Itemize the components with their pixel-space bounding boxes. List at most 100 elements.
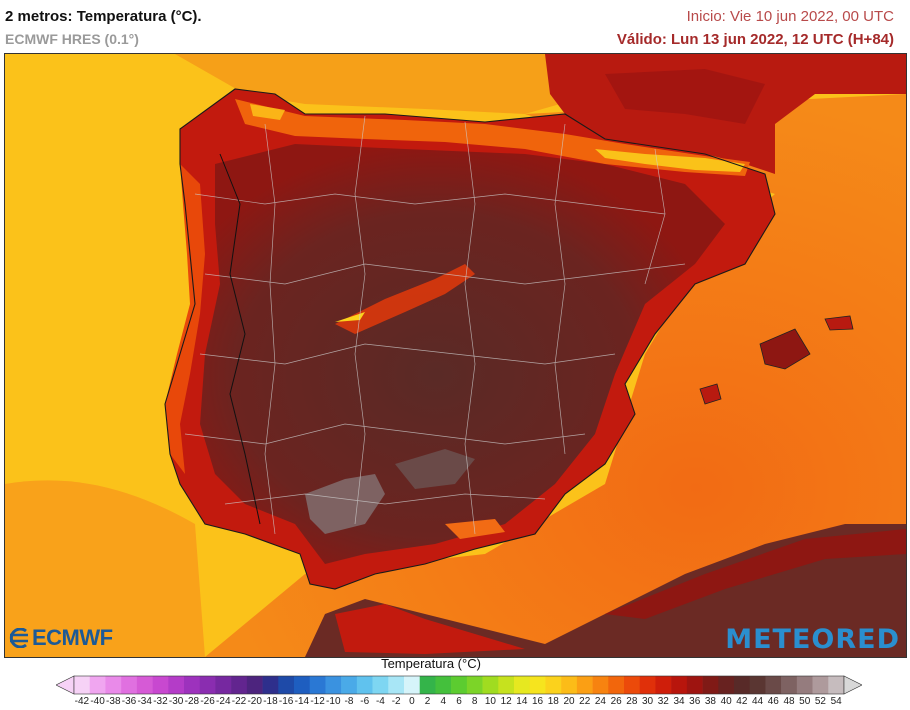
colorbar-swatch (246, 676, 263, 694)
colorbar-tick-label: -8 (344, 696, 354, 707)
colorbar-tick-label: 36 (689, 696, 701, 707)
colorbar-swatch (309, 676, 326, 694)
colorbar-tick-label: -42 (74, 696, 90, 707)
colorbar-swatch (576, 676, 593, 694)
colorbar-tick-label: -16 (278, 696, 294, 707)
colorbar-swatch (168, 676, 185, 694)
colorbar-swatch (136, 676, 153, 694)
temperature-map[interactable] (4, 53, 907, 658)
colorbar-tick-label: 0 (409, 696, 415, 707)
colorbar-swatch (74, 676, 91, 694)
colorbar-swatch (341, 676, 358, 694)
colorbar-swatch (624, 676, 641, 694)
model-label: ECMWF HRES (0.1°) (5, 31, 139, 47)
colorbar-tick-label: 50 (799, 696, 811, 707)
colorbar-tick-label: 18 (547, 696, 559, 707)
colorbar-tick-label: -32 (153, 696, 168, 707)
colorbar-swatch (796, 676, 813, 694)
colorbar-swatch (734, 676, 751, 694)
colorbar-tick-label: 44 (752, 696, 764, 707)
colorbar-tick-label: -28 (184, 696, 200, 707)
colorbar-swatch (325, 676, 342, 694)
colorbar-tick-label: -26 (200, 696, 215, 707)
menorca (824, 315, 854, 331)
colorbar-tick-label: 24 (594, 696, 606, 707)
colorbar-tick-label: 12 (500, 696, 512, 707)
colorbar-swatch (529, 676, 546, 694)
colorbar-swatch (514, 676, 531, 694)
colorbar-tick-label: 34 (673, 696, 685, 707)
colorbar-tick-label: -24 (216, 696, 231, 707)
valid-time: Válido: Lun 13 jun 2022, 12 UTC (H+84) (616, 31, 894, 48)
colorbar-swatch (498, 676, 515, 694)
portugal-coast (165, 164, 205, 474)
colorbar-swatch (435, 676, 452, 694)
colorbar-tick-label: -10 (326, 696, 341, 707)
colorbar-swatch (278, 676, 295, 694)
portugal-border (219, 153, 261, 525)
colorbar-tick-label: -12 (310, 696, 325, 707)
colorbar-swatch (215, 676, 232, 694)
ibiza (699, 383, 722, 405)
colorbar-swatch (561, 676, 578, 694)
colorbar-tick-label: 4 (440, 696, 447, 707)
meteored-logo: METEORED (725, 624, 900, 655)
colorbar-tick-label: 2 (424, 696, 431, 707)
colorbar-tick-label: -34 (137, 696, 152, 707)
colorbar-swatch (781, 676, 798, 694)
colorbar-swatch (749, 676, 766, 694)
colorbar-tick-label: 20 (563, 696, 575, 707)
colorbar-tick-label: 46 (767, 696, 779, 707)
colorbar-swatch (765, 676, 782, 694)
map-canvas (5, 54, 906, 657)
colorbar-tick-label: -38 (106, 696, 121, 707)
colorbar-swatch (419, 676, 436, 694)
colorbar-tick-label: -36 (121, 696, 137, 707)
colorbar-swatch (184, 676, 201, 694)
colorbar-tick-label: 40 (720, 696, 732, 707)
init-time: Inicio: Vie 10 jun 2022, 00 UTC (686, 8, 894, 25)
colorbar-tick-label: 54 (830, 696, 842, 707)
colorbar-swatch (231, 676, 248, 694)
sistema-central (335, 264, 475, 334)
colorbar-tick-label: 48 (783, 696, 795, 707)
colorbar-swatch (121, 676, 138, 694)
colorbar-swatch (262, 676, 279, 694)
colorbar-swatch (545, 676, 562, 694)
colorbar-tick-label: -40 (90, 696, 105, 707)
colorbar-swatch (718, 676, 735, 694)
colorbar-tick-label: -30 (168, 696, 184, 707)
colorbar-swatch (404, 676, 421, 694)
colorbar-tick-label: -2 (391, 696, 401, 707)
pyrenees-cool (595, 149, 745, 172)
colorbar-tick-label: -22 (231, 696, 247, 707)
colorbar-swatch (482, 676, 499, 694)
colorbar-swatch (655, 676, 672, 694)
colorbar-tick-label: 10 (484, 696, 496, 707)
colorbar-tick-label: 26 (610, 696, 622, 707)
colorbar-tick-label: -18 (263, 696, 278, 707)
colorbar-ticks: -42 -40 -38 -36 -34 -32 -30 -28 -26 -24 -22 -20 -18-… (0, 696, 910, 710)
province-borders (184, 115, 686, 535)
iberia-hot-interior (200, 144, 725, 564)
colorbar-swatch (686, 676, 703, 694)
colorbar-swatch (812, 676, 829, 694)
colorbar-swatch (152, 676, 169, 694)
colorbar-min-arrow (56, 675, 75, 695)
ecmwf-logo: ECMWF (4, 625, 113, 650)
colorbar-tick-label: 28 (626, 696, 638, 707)
sierra-nevada (445, 519, 505, 539)
colorbar-swatch (199, 676, 216, 694)
colorbar-tick-label: 14 (516, 696, 528, 707)
colorbar-swatch (608, 676, 625, 694)
colorbar-tick-label: 22 (579, 696, 591, 707)
colorbar-tick-label: 30 (642, 696, 654, 707)
colorbar-swatch (89, 676, 106, 694)
colorbar-swatch (105, 676, 122, 694)
colorbar-tick-label: 16 (532, 696, 544, 707)
colorbar-swatch (372, 676, 389, 694)
colorbar-swatch (639, 676, 656, 694)
colorbar-tick-label: -4 (375, 696, 385, 707)
colorbar-tick-label: 52 (814, 696, 826, 707)
colorbar-swatch (356, 676, 373, 694)
